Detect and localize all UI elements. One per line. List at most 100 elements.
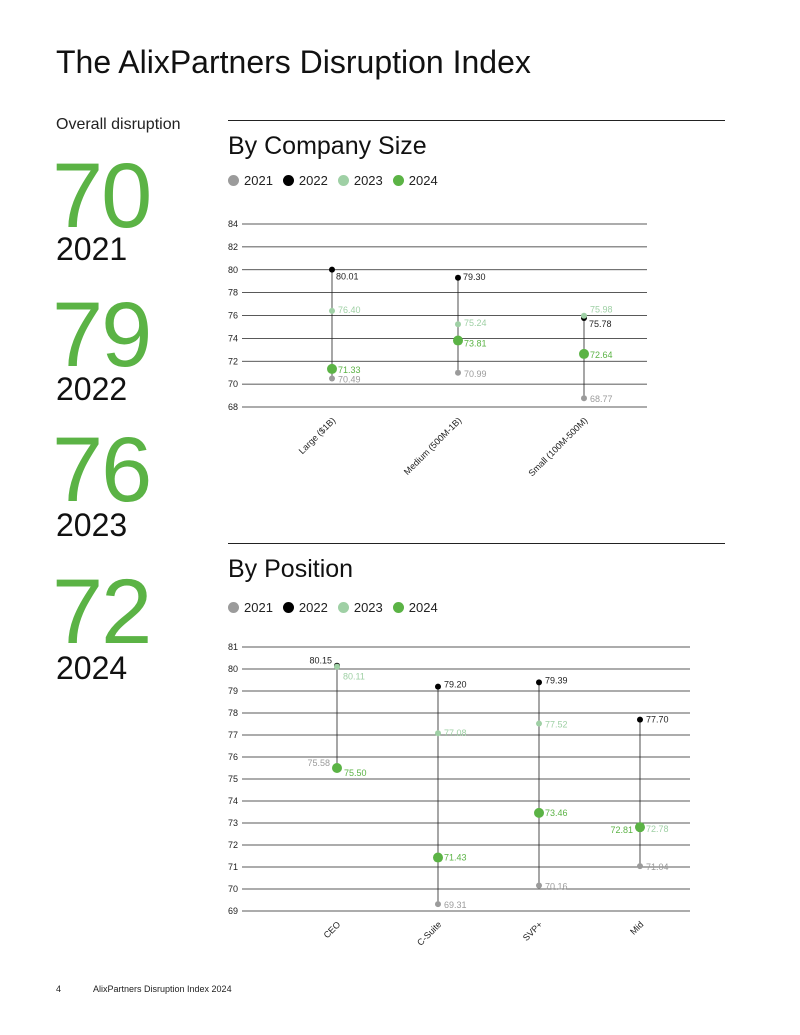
x-category-label: Mid — [628, 919, 645, 936]
overall-year-2022: 2022 — [56, 371, 128, 407]
section-divider-position — [228, 543, 725, 544]
data-point-2023 — [329, 307, 335, 314]
data-point-2024 — [327, 363, 337, 374]
data-point-2024 — [453, 335, 463, 346]
y-tick-label: 74 — [228, 796, 238, 806]
legend-item-2021: 2021 — [228, 173, 273, 188]
data-label-2021: 69.31 — [444, 900, 467, 910]
overall-disruption-label: Overall disruption — [56, 116, 181, 133]
data-label-2024: 72.81 — [610, 825, 633, 835]
data-point-2022 — [536, 679, 542, 686]
data-label-2024: 75.50 — [344, 768, 367, 778]
data-point-2024 — [579, 348, 589, 359]
data-label-2023: 76.40 — [338, 305, 361, 315]
data-point-2021 — [329, 375, 335, 382]
overall-year-2024: 2024 — [56, 650, 128, 686]
y-tick-label: 68 — [228, 402, 238, 412]
data-label-2022: 75.78 — [589, 319, 612, 329]
data-point-2024 — [635, 822, 645, 833]
overall-value-2024: 72 — [52, 561, 152, 663]
legend-dot-2021 — [228, 602, 239, 613]
overall-year-2023: 2023 — [56, 507, 128, 543]
data-point-2023 — [334, 663, 340, 670]
legend-dot-2023 — [337, 602, 349, 613]
legend-item-2023: 2023 — [337, 600, 383, 615]
legend-item-2021: 2021 — [228, 600, 273, 615]
data-point-2021 — [581, 395, 587, 402]
legend-item-2022: 2022 — [282, 600, 328, 615]
data-point-2023 — [536, 720, 542, 727]
data-label-2024: 71.43 — [444, 853, 467, 863]
data-point-2022 — [329, 266, 335, 273]
data-label-2023: 72.78 — [646, 824, 669, 834]
data-point-2021 — [435, 901, 441, 908]
data-label-2022: 77.70 — [646, 715, 669, 725]
data-point-2021 — [455, 369, 461, 376]
y-tick-label: 81 — [228, 642, 238, 652]
data-point-2024 — [534, 807, 544, 818]
y-tick-label: 80 — [228, 265, 238, 275]
y-tick-label: 77 — [228, 730, 238, 740]
chart-title-position: By Position — [228, 555, 354, 583]
y-tick-label: 74 — [228, 333, 238, 343]
data-label-2023: 75.98 — [590, 305, 613, 315]
y-tick-label: 79 — [228, 686, 238, 696]
data-label-2024: 72.64 — [590, 350, 613, 360]
legend-company-size: 2021 2022 2023 2024 — [228, 173, 448, 188]
chart-title-company-size: By Company Size — [228, 132, 427, 160]
data-label-2022: 80.15 — [309, 656, 332, 666]
legend-dot-2024 — [392, 602, 404, 613]
legend-label-2021: 2021 — [244, 600, 273, 615]
y-tick-label: 80 — [228, 664, 238, 674]
data-label-2022: 80.01 — [336, 272, 359, 282]
data-point-2022 — [455, 274, 461, 281]
legend-item-2023: 2023 — [337, 173, 383, 188]
y-tick-label: 76 — [228, 752, 238, 762]
data-point-2022 — [435, 683, 441, 690]
data-label-2023: 75.24 — [464, 318, 487, 328]
data-label-2022: 79.30 — [463, 272, 486, 282]
legend-label-2021: 2021 — [244, 173, 273, 188]
data-label-2021: 68.77 — [590, 394, 613, 404]
y-tick-label: 76 — [228, 311, 238, 321]
y-tick-label: 69 — [228, 906, 238, 916]
legend-dot-2022 — [282, 602, 294, 613]
legend-dot-2024 — [392, 175, 404, 186]
legend-label-2024: 2024 — [408, 600, 438, 615]
overall-value-2021: 70 — [52, 145, 152, 247]
x-category-label: C-Suite — [415, 919, 443, 947]
legend-label-2022: 2022 — [298, 600, 328, 615]
legend-item-2022: 2022 — [282, 173, 328, 188]
data-label-2022: 79.39 — [545, 675, 568, 685]
y-tick-label: 72 — [228, 840, 238, 850]
data-label-2024: 71.33 — [338, 365, 361, 375]
legend-dot-2022 — [282, 175, 294, 186]
y-tick-label: 71 — [228, 862, 238, 872]
section-divider-company-size — [228, 120, 725, 121]
data-point-2021 — [536, 882, 542, 889]
x-category-label: SVP+ — [521, 919, 545, 943]
data-point-2024 — [433, 852, 443, 863]
y-tick-label: 73 — [228, 818, 238, 828]
data-label-2021: 75.58 — [307, 758, 330, 768]
page-title: The AlixPartners Disruption Index — [56, 44, 531, 80]
legend-label-2023: 2023 — [353, 173, 383, 188]
legend-label-2024: 2024 — [408, 173, 438, 188]
y-tick-label: 84 — [228, 219, 238, 229]
data-label-2023: 77.08 — [444, 728, 467, 738]
footer-text: AlixPartners Disruption Index 2024 — [93, 984, 232, 994]
legend-label-2022: 2022 — [298, 173, 328, 188]
overall-value-2023: 76 — [52, 419, 152, 521]
y-tick-label: 72 — [228, 356, 238, 366]
y-tick-label: 78 — [228, 288, 238, 298]
x-category-label: CEO — [322, 919, 343, 940]
overall-value-2022: 79 — [52, 284, 152, 386]
data-label-2021: 70.16 — [545, 881, 568, 891]
legend-dot-2023 — [337, 175, 349, 186]
y-tick-label: 82 — [228, 242, 238, 252]
data-point-2023 — [455, 321, 461, 328]
y-tick-label: 70 — [228, 884, 238, 894]
legend-position: 2021 2022 2023 2024 — [228, 600, 448, 615]
